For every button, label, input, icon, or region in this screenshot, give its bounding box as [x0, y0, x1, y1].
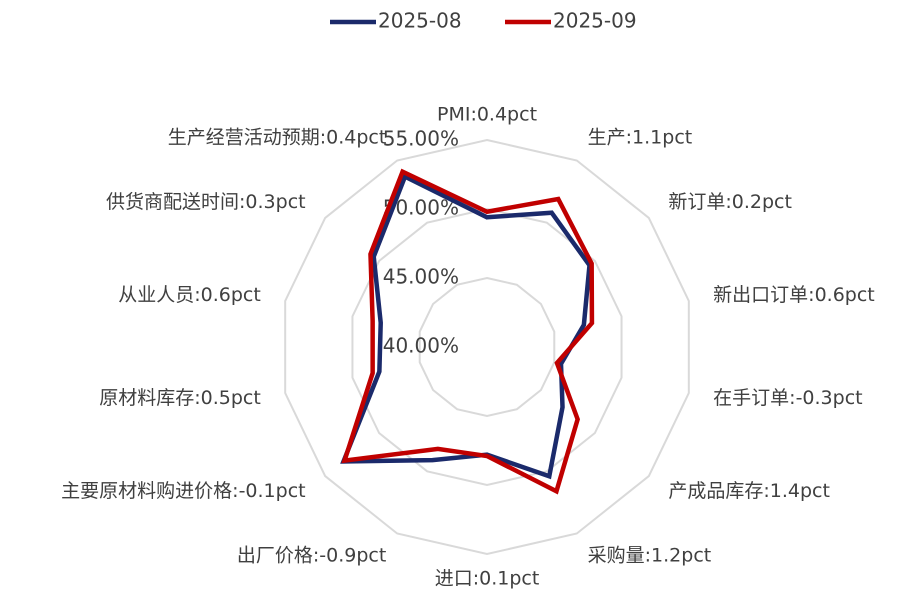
grid-ring — [418, 276, 556, 418]
category-label: 在手订单:-0.3pct — [713, 387, 862, 409]
category-label: 产成品库存:1.4pct — [668, 480, 830, 502]
legend-label: 2025-08 — [378, 9, 462, 33]
grid-ring — [284, 138, 690, 556]
r-tick-label: 55.00% — [383, 127, 459, 151]
category-label: 新订单:0.2pct — [668, 191, 792, 213]
r-tick-label: 45.00% — [383, 265, 459, 289]
series-line — [341, 168, 595, 495]
legend-label: 2025-09 — [553, 9, 637, 33]
category-label: 出厂价格:-0.9pct — [237, 545, 386, 567]
category-label: 进口:0.1pct — [435, 568, 540, 590]
r-tick-label: 40.00% — [383, 334, 459, 358]
category-label: PMI:0.4pct — [437, 104, 537, 126]
category-label: 从业人员:0.6pct — [118, 284, 261, 306]
category-label: 主要原材料购进价格:-0.1pct — [61, 480, 305, 502]
category-label: 生产经营活动预期:0.4pct — [168, 126, 387, 148]
category-label: 生产:1.1pct — [588, 126, 693, 148]
category-label: 供货商配送时间:0.3pct — [106, 191, 306, 213]
category-label: 采购量:1.2pct — [588, 545, 712, 567]
category-label: 新出口订单:0.6pct — [713, 284, 875, 306]
category-label: 原材料库存:0.5pct — [99, 387, 261, 409]
